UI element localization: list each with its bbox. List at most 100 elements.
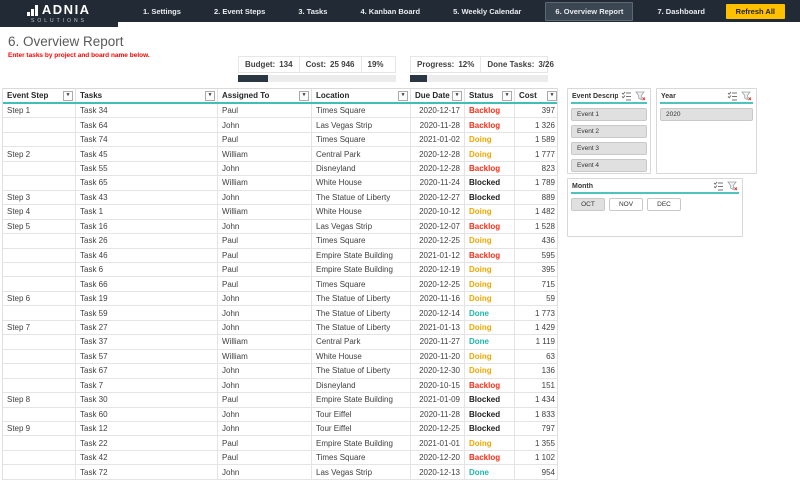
cell-task: Task 64 [76,118,218,132]
cell-event-step [3,132,76,147]
slicer-item-event-4[interactable]: Event 4 [571,159,647,172]
table-row[interactable]: Step 4 Task 1 William White House 2020-1… [3,205,557,220]
cell-assigned-to: John [218,118,312,132]
filter-dropdown-icon[interactable]: ▾ [452,90,462,101]
cell-status: Doing [465,277,515,291]
cell-location: Tour Eiffel [312,421,411,436]
table-row[interactable]: Step 5 Task 16 John Las Vegas Strip 2020… [3,219,557,235]
filter-dropdown-icon[interactable]: ▾ [299,90,309,101]
table-row[interactable]: Step 8 Task 30 Paul Empire State Buildin… [3,393,557,408]
table-row[interactable]: Task 72 John Las Vegas Strip 2020-12-13 … [3,465,557,480]
table-row[interactable]: Task 67 John The Statue of Liberty 2020-… [3,364,557,379]
cell-assigned-to: William [218,349,312,364]
multi-select-icon[interactable] [727,91,738,101]
table-row[interactable]: Task 6 Paul Empire State Building 2020-1… [3,262,557,278]
table-row[interactable]: Step 6 Task 19 John The Statue of Libert… [3,291,557,307]
cell-status: Blocked [465,407,515,421]
cell-assigned-to: Paul [218,450,312,465]
done-tasks-label: Done Tasks: [487,60,535,69]
table-row[interactable]: Task 64 John Las Vegas Strip 2020-11-28 … [3,118,557,133]
table-row[interactable]: Task 60 John Tour Eiffel 2020-11-28 Bloc… [3,407,557,422]
cell-due-date: 2021-01-01 [411,436,465,450]
filter-dropdown-icon[interactable]: ▾ [502,90,512,101]
tab-weekly-calendar[interactable]: 5. Weekly Calendar [453,6,522,16]
cell-due-date: 2020-12-28 [411,147,465,161]
cell-event-step [3,161,76,176]
cell-event-step: Step 3 [3,190,76,205]
tab-kanban-board[interactable]: 4. Kanban Board [360,6,421,16]
table-row[interactable]: Task 22 Paul Empire State Building 2021-… [3,436,557,451]
cell-task: Task 42 [76,450,218,465]
multi-select-icon[interactable] [713,181,724,191]
table-row[interactable]: Task 57 William White House 2020-11-20 D… [3,349,557,365]
table-row[interactable]: Task 59 John The Statue of Liberty 2020-… [3,306,557,321]
tasks-table: Event Step ▾ Tasks ▾ Assigned To ▾ Locat… [2,88,558,480]
table-row[interactable]: Step 1 Task 34 Paul Times Square 2020-12… [3,104,557,119]
clear-filter-icon[interactable] [741,91,752,101]
slicer-item-event-3[interactable]: Event 3 [571,142,647,155]
cell-status: Backlog [465,104,515,118]
cell-status: Blocked [465,190,515,205]
cell-due-date: 2021-01-12 [411,248,465,262]
table-row[interactable]: Task 74 Paul Times Square 2021-01-02 Doi… [3,132,557,148]
slicer-item-event-2[interactable]: Event 2 [571,125,647,138]
cell-task: Task 45 [76,147,218,161]
table-row[interactable]: Task 65 William White House 2020-11-24 B… [3,176,557,191]
cell-assigned-to: John [218,407,312,421]
tab-tasks[interactable]: 3. Tasks [298,6,328,16]
tab-dashboard[interactable]: 7. Dashboard [657,6,705,16]
cell-cost: 136 [541,366,555,376]
tab-event-steps[interactable]: 2. Event Steps [214,6,266,16]
filter-dropdown-icon[interactable]: ▾ [547,90,557,101]
filter-dropdown-icon[interactable]: ▾ [63,90,73,101]
cell-status: Doing [465,291,515,306]
cell-cost: 436 [541,236,555,246]
progress-value: 12% [458,60,475,69]
table-row[interactable]: Task 55 John Disneyland 2020-12-28 Backl… [3,161,557,177]
budget-progress-bar [238,75,396,82]
cell-task: Task 57 [76,349,218,364]
table-row[interactable]: Step 2 Task 45 William Central Park 2020… [3,147,557,162]
cell-due-date: 2020-12-20 [411,450,465,465]
cell-cost: 1 102 [534,453,555,463]
table-row[interactable]: Task 42 Paul Times Square 2020-12-20 Bac… [3,450,557,466]
table-row[interactable]: Task 66 Paul Times Square 2020-12-25 Doi… [3,277,557,292]
slicer-year-title: Year [661,92,676,100]
cell-cost: 59 [546,294,555,304]
refresh-all-button[interactable]: Refresh All [725,4,785,19]
tab-settings[interactable]: 1. Settings [143,6,181,16]
table-row[interactable]: Step 9 Task 12 John Tour Eiffel 2020-12-… [3,421,557,437]
table-row[interactable]: Step 7 Task 27 John The Statue of Libert… [3,320,557,336]
cell-event-step [3,262,76,277]
kpi-budget-cost: Budget: 134 Cost: 25 946 19% [238,56,396,82]
cell-location: Las Vegas Strip [312,465,411,479]
table-row[interactable]: Task 37 William Central Park 2020-11-27 … [3,335,557,350]
cell-task: Task 72 [76,465,218,479]
table-row[interactable]: Task 7 John Disneyland 2020-10-15 Backlo… [3,378,557,394]
filter-dropdown-icon[interactable]: ▾ [398,90,408,101]
table-row[interactable]: Task 26 Paul Times Square 2020-12-25 Doi… [3,234,557,249]
cell-location: Empire State Building [312,262,411,277]
multi-select-icon[interactable] [621,91,632,101]
tab-overview-report[interactable]: 6. Overview Report [545,1,634,21]
adnia-logo-icon [27,4,38,16]
cell-event-step [3,248,76,262]
cell-task: Task 67 [76,364,218,378]
slicer-item-oct[interactable]: OCT [571,198,605,211]
slicer-item-dec[interactable]: DEC [647,198,681,211]
column-header-label: Tasks [80,91,103,100]
slicer-item-2020[interactable]: 2020 [660,108,753,121]
clear-filter-icon[interactable] [635,91,646,101]
column-header: Tasks ▾ [76,89,218,102]
clear-filter-icon[interactable] [727,181,738,191]
slicer-item-nov[interactable]: NOV [609,198,643,211]
cell-cost: 823 [541,164,555,174]
table-row[interactable]: Step 3 Task 43 John The Statue of Libert… [3,190,557,206]
column-header-label: Assigned To [222,91,270,100]
table-row[interactable]: Task 46 Paul Empire State Building 2021-… [3,248,557,263]
cell-assigned-to: Paul [218,262,312,277]
filter-dropdown-icon[interactable]: ▾ [205,90,215,101]
slicer-item-event-1[interactable]: Event 1 [571,108,647,121]
cell-event-step [3,450,76,465]
cell-status: Blocked [465,176,515,190]
